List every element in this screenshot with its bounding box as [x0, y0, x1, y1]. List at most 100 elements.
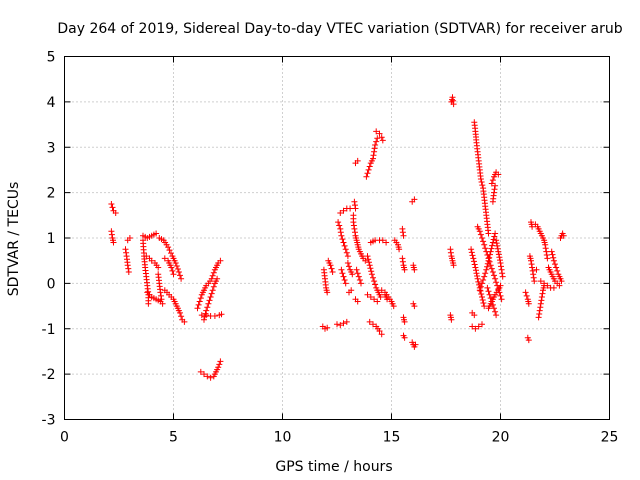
data-point [486, 291, 493, 298]
y-tick-label: 1 [47, 231, 56, 247]
data-point [479, 235, 485, 241]
data-point [214, 275, 221, 282]
data-point [217, 358, 224, 365]
grid [64, 56, 610, 420]
data-point [396, 246, 403, 253]
data-point [352, 205, 359, 212]
data-point [475, 323, 482, 330]
data-point [158, 296, 165, 303]
data-point [148, 257, 155, 264]
data-point [373, 138, 380, 145]
data-point [411, 196, 418, 203]
data-point [338, 266, 345, 273]
data-point [126, 235, 133, 241]
data-point [159, 300, 166, 307]
data-point [477, 283, 484, 290]
data-point [477, 231, 484, 238]
data-point [209, 287, 216, 294]
data-point [218, 311, 225, 318]
data-point [479, 297, 486, 303]
data-point [523, 292, 530, 299]
y-tick-label: 4 [47, 95, 56, 111]
data-point [202, 310, 209, 317]
data-point [349, 271, 356, 278]
data-point [531, 278, 538, 285]
data-point [496, 254, 503, 261]
data-point [110, 239, 117, 246]
data-point [550, 284, 557, 291]
data-point [168, 264, 175, 271]
data-point [364, 291, 371, 298]
data-point [549, 251, 556, 258]
data-point [475, 278, 482, 285]
data-point [481, 273, 488, 280]
data-point [537, 300, 544, 307]
data-point [363, 173, 370, 180]
data-point [217, 257, 224, 264]
data-point [166, 247, 173, 254]
data-point [343, 249, 350, 256]
data-point [480, 277, 487, 283]
data-point [351, 225, 358, 232]
data-point [525, 337, 532, 344]
data-point [334, 321, 340, 328]
data-point [370, 274, 376, 281]
data-point [366, 262, 373, 269]
data-point [499, 273, 506, 280]
data-point [365, 166, 372, 173]
data-point [340, 273, 347, 280]
axis-ticks: 0 5 10 15 20 25 -3 -2 -1 0 1 2 3 4 5 [42, 50, 619, 446]
data-point [197, 295, 204, 302]
data-point [538, 294, 545, 300]
data-point [175, 269, 182, 275]
data-point [489, 269, 496, 275]
data-point [384, 296, 391, 303]
data-point [204, 373, 211, 380]
data-point [338, 232, 345, 239]
data-points [108, 94, 567, 381]
data-point [377, 294, 384, 300]
data-point [522, 289, 529, 296]
data-point [368, 268, 375, 275]
data-point [209, 272, 216, 279]
data-point [492, 230, 499, 237]
data-point [370, 321, 376, 328]
data-point [328, 265, 335, 272]
data-point [358, 280, 364, 287]
data-point [491, 233, 498, 240]
data-point [108, 201, 115, 207]
data-point [481, 241, 488, 248]
data-point [536, 307, 543, 314]
data-point [372, 281, 379, 288]
data-point [471, 312, 478, 319]
y-tick-label: 3 [47, 140, 56, 156]
data-point [493, 312, 500, 319]
data-point [172, 260, 179, 266]
data-point [494, 242, 501, 249]
data-point [489, 242, 496, 249]
data-point [364, 170, 371, 177]
data-point [376, 328, 383, 334]
data-point [469, 323, 476, 330]
data-point [324, 324, 331, 331]
data-point [491, 272, 497, 279]
data-point [491, 305, 497, 312]
data-point [479, 321, 485, 328]
data-point [495, 248, 502, 255]
data-point [112, 210, 119, 216]
data-point [478, 291, 485, 297]
data-point [488, 245, 495, 252]
data-point [108, 231, 115, 238]
data-point [378, 287, 385, 294]
data-point [542, 245, 549, 252]
data-point [335, 219, 342, 226]
data-point [477, 176, 484, 182]
chart-title: Day 264 of 2019, Sidereal Day-to-day VTE… [57, 21, 622, 37]
data-point [324, 289, 331, 296]
x-tick-label: 20 [492, 430, 510, 446]
data-point [169, 267, 176, 274]
data-point [367, 294, 374, 300]
y-axis-label: SDTVAR / TECUs [6, 182, 22, 297]
data-point [178, 313, 185, 320]
data-point [372, 142, 379, 148]
